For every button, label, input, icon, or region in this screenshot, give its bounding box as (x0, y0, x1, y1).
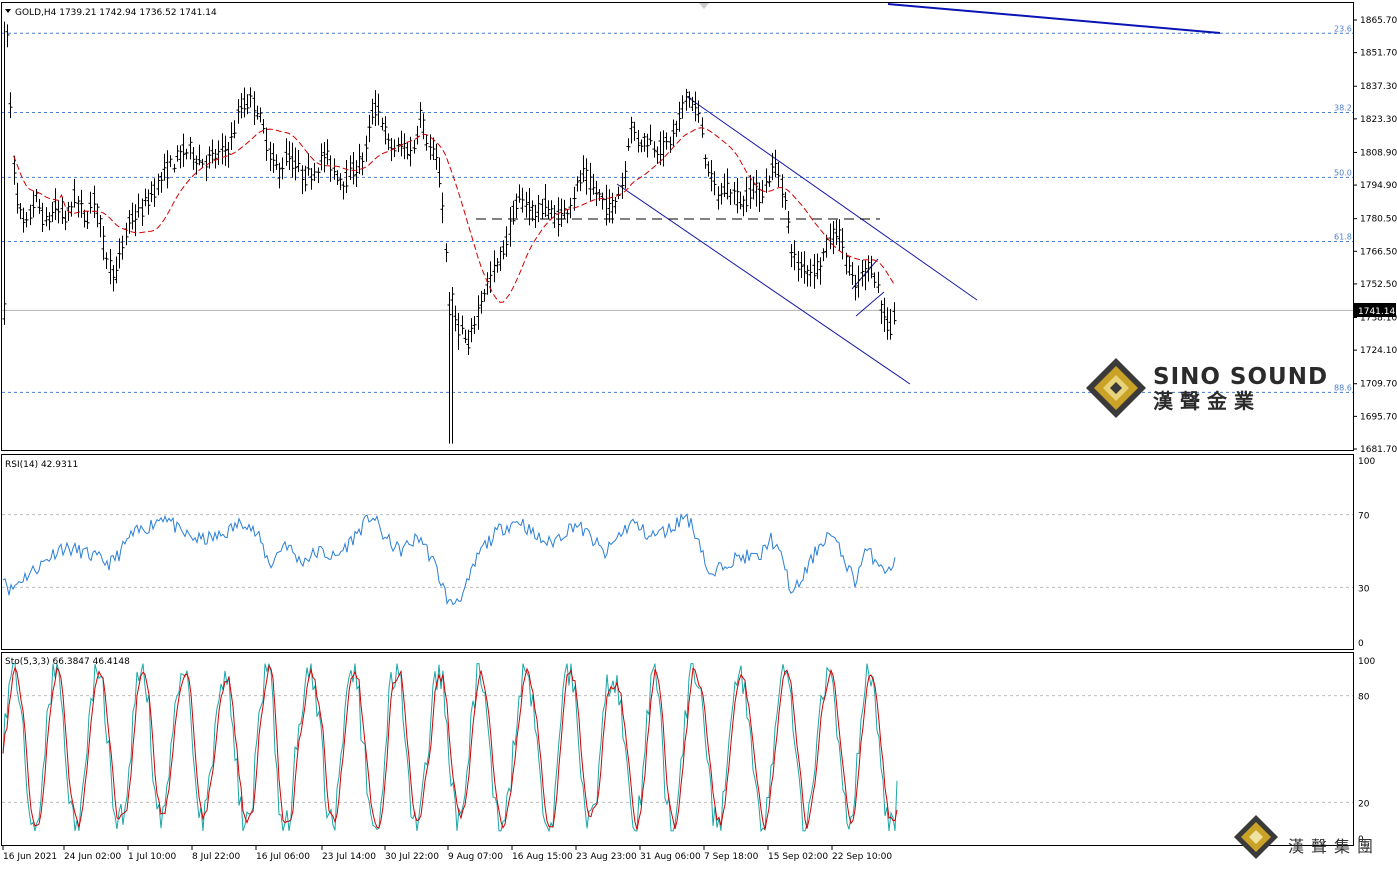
time-tick-label: 8 Jul 22:00 (192, 852, 241, 862)
sto-pane-frame (1, 652, 1354, 846)
price-tick-label: 1794.90 (1360, 181, 1397, 191)
price-tick-label: 1695.70 (1360, 412, 1397, 422)
rsi-indicator: 100 70 30 0 (2, 457, 1375, 649)
sto-header: Sto(5,3,3) 66.3847 46.4148 (5, 657, 130, 667)
price-tick-label: 1851.70 (1360, 49, 1397, 59)
flag-lower-line[interactable] (855, 291, 885, 317)
time-tick-label: 7 Sep 18:00 (704, 852, 759, 862)
logo-name-cn: 漢聲金業 (1153, 389, 1261, 413)
indicator-level-label: 80 (1358, 693, 1370, 703)
stochastic-indicator: 100 80 20 0 (2, 657, 1375, 845)
fib-level-label: 61.8 (1334, 232, 1352, 241)
logo-name-en: SINO SOUND (1153, 364, 1328, 390)
price-tick-label: 1724.10 (1360, 346, 1397, 356)
price-tick-label: 1808.90 (1360, 148, 1397, 158)
price-bars (2, 21, 897, 444)
fib-level-label: 88.6 (1334, 383, 1352, 392)
rsi-line (2, 513, 896, 606)
watermark-text: 漢聲集團 (1288, 837, 1380, 856)
time-tick-label: 30 Jul 22:00 (385, 852, 439, 862)
time-tick-label: 16 Jun 2021 (3, 852, 57, 862)
time-tick-label: 9 Aug 07:00 (448, 852, 503, 862)
fibonacci-levels: 23.6 38.2 50.0 61.8 88.6 (2, 24, 1353, 393)
price-tick-label: 1681.70 (1360, 445, 1397, 455)
price-tick-label: 1738.10 (1360, 314, 1397, 324)
descending-trendline[interactable] (887, 3, 1221, 34)
price-tick-label: 1752.50 (1360, 280, 1397, 290)
time-axis: 16 Jun 2021 24 Jun 02:00 1 Jul 10:00 8 Jul … (2, 846, 892, 862)
watermark-diamond-core-icon (1249, 830, 1263, 844)
price-tick-label: 1823.30 (1360, 115, 1397, 125)
time-tick-label: 24 Jun 02:00 (64, 852, 121, 862)
price-tick-label: 1709.70 (1360, 380, 1397, 390)
channel-lower-line[interactable] (616, 183, 911, 385)
rsi-pane-frame (1, 454, 1354, 650)
main-pane-frame (1, 2, 1354, 451)
time-tick-label: 23 Aug 23:00 (576, 852, 637, 862)
time-tick-label: 16 Jul 06:00 (256, 852, 310, 862)
rsi-header: RSI(14) 42.9311 (5, 460, 78, 470)
scroll-marker-icon[interactable] (699, 3, 709, 9)
main-header: GOLD,H4 1739.21 1742.94 1736.52 1741.14 (15, 8, 217, 18)
chart-dropdown-icon[interactable] (5, 9, 11, 13)
time-tick-label: 22 Sep 10:00 (832, 852, 892, 862)
moving-average (13, 127, 895, 303)
indicator-level-label: 0 (1358, 639, 1364, 649)
fib-level-label: 23.6 (1334, 24, 1352, 33)
price-tick-label: 1837.30 (1360, 82, 1397, 92)
price-tick-label: 1865.70 (1360, 16, 1397, 26)
sino-sound-logo: SINO SOUND 漢聲金業 (1086, 358, 1328, 418)
indicator-level-label: 100 (1358, 657, 1375, 667)
bottom-watermark: 漢聲集團 (1234, 815, 1380, 859)
time-tick-label: 31 Aug 06:00 (640, 852, 701, 862)
trend-lines (476, 3, 1221, 385)
price-tick-label: 1766.50 (1360, 247, 1397, 257)
moving-average-line (13, 127, 895, 303)
time-tick-label: 23 Jul 14:00 (322, 852, 376, 862)
time-tick-label: 15 Sep 02:00 (768, 852, 828, 862)
current-price-badge (1354, 303, 1396, 317)
logo-diamond-center-icon (1110, 382, 1122, 394)
indicator-level-label: 0 (1358, 835, 1364, 845)
price-tick-label: 1780.50 (1360, 215, 1397, 225)
time-tick-label: 1 Jul 10:00 (128, 852, 177, 862)
indicator-level-label: 30 (1358, 584, 1370, 594)
indicator-level-label: 70 (1358, 512, 1370, 522)
fib-level-label: 50.0 (1334, 168, 1352, 177)
time-tick-label: 16 Aug 15:00 (512, 852, 573, 862)
indicator-level-label: 20 (1358, 799, 1370, 809)
current-price-label: 1741.14 (1358, 307, 1395, 317)
channel-upper-line[interactable] (685, 95, 978, 301)
fib-level-label: 38.2 (1334, 104, 1352, 113)
stochastic-main-line (2, 663, 898, 833)
stochastic-signal-line (2, 664, 898, 830)
indicator-level-label: 100 (1358, 457, 1375, 467)
price-axis: 1865.70 1851.70 1837.30 1823.30 1808.90 1794.… (2, 16, 1397, 455)
